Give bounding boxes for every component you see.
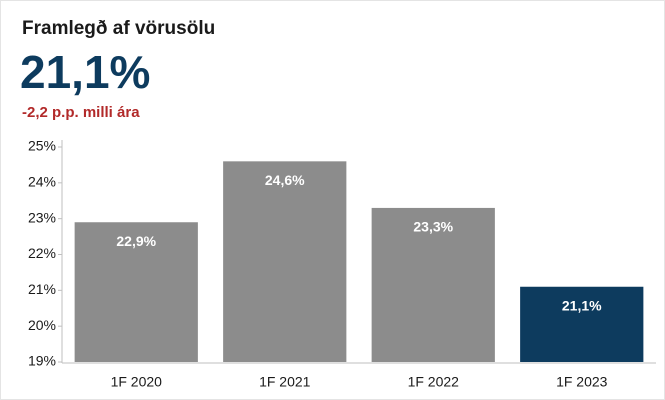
- value-label: 21,1%: [562, 297, 602, 313]
- value-label: 23,3%: [413, 219, 453, 235]
- y-tick-label: 21%: [28, 281, 56, 297]
- y-tick-label: 20%: [28, 317, 56, 333]
- headline: 21,1%: [20, 46, 150, 98]
- bar: [223, 161, 347, 362]
- y-tick-label: 22%: [28, 245, 56, 261]
- y-tick-label: 24%: [28, 174, 56, 190]
- value-label: 24,6%: [265, 172, 305, 188]
- y-tick-label: 19%: [28, 353, 56, 369]
- bar: [74, 222, 198, 362]
- chart-title: Framlegð af vörusölu: [22, 18, 215, 39]
- x-tick-label: 1F 2023: [556, 374, 608, 390]
- y-tick-label: 23%: [28, 209, 56, 225]
- y-tick-label: 25%: [28, 138, 56, 154]
- bar: [520, 286, 644, 362]
- bar: [371, 207, 495, 362]
- x-tick-label: 1F 2021: [259, 374, 311, 390]
- x-tick-label: 1F 2022: [408, 374, 460, 390]
- x-tick-label: 1F 2020: [111, 374, 163, 390]
- value-label: 22,9%: [116, 233, 156, 249]
- subtitle: -2,2 p.p. milli ára: [22, 104, 140, 121]
